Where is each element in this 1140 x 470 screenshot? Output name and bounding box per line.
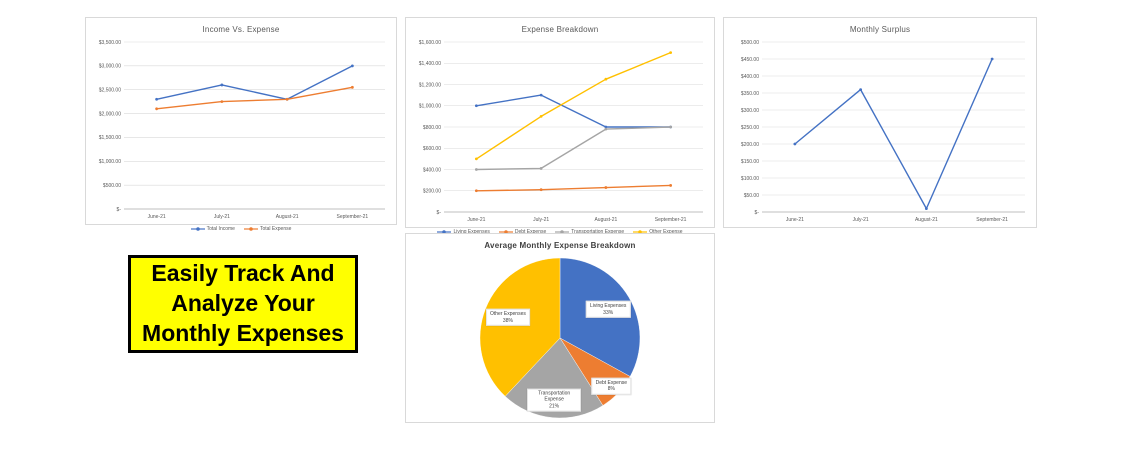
svg-text:June-21: June-21 [786,217,804,223]
headline-banner: Easily Track And Analyze Your Monthly Ex… [128,255,358,353]
legend-item: Debt Expense [498,228,547,235]
svg-text:$-: $- [437,210,442,216]
pie-plot-area: Living Expenses 33% Debt Expense 8% Transpor… [408,254,712,420]
legend-item: Living Expenses [437,228,490,235]
expense-breakdown-chart: Expense Breakdown $- $200.00 $400.00 $600.0… [405,17,715,235]
headline-text-line: Analyze Your [171,290,315,317]
svg-text:June-21: June-21 [467,217,485,223]
headline-text-line: Monthly Expenses [142,319,344,346]
svg-text:$1,600.00: $1,600.00 [419,40,441,46]
chart-legend: Total Income Total Expense [88,222,394,235]
legend-item: Transportation Expense [555,229,624,235]
svg-text:$350.00: $350.00 [741,91,759,97]
svg-text:$-: $- [755,210,760,216]
svg-text:$3,500.00: $3,500.00 [99,40,121,46]
average-expense-pie-chart: Average Monthly Expense Breakdown Living… [405,233,715,423]
chart-title: Average Monthly Expense Breakdown [484,241,636,250]
pie-slice-label: Transportation Expense 21% [527,388,582,412]
svg-text:September-21: September-21 [655,217,687,223]
svg-text:$100.00: $100.00 [741,176,759,182]
svg-text:$2,500.00: $2,500.00 [99,88,121,94]
chart-title: Expense Breakdown [521,25,599,34]
legend-label: Transportation Expense [571,228,625,235]
legend-marker-icon [555,229,570,234]
headline-text-line: Easily Track And [151,260,335,287]
legend-item: Total Expense [243,225,292,232]
svg-text:$450.00: $450.00 [741,57,759,63]
svg-text:$1,000.00: $1,000.00 [419,104,441,110]
svg-text:$1,400.00: $1,400.00 [419,61,441,67]
svg-text:$300.00: $300.00 [741,108,759,114]
svg-text:September-21: September-21 [976,217,1008,223]
chart-plot-area: $- $200.00 $400.00 $600.00 $800.00 $1,000.00 $… [408,38,712,225]
legend-item: Other Expense [633,228,683,235]
legend-marker-icon [498,229,513,234]
income-vs-expense-chart: Income Vs. Expense $- $500.00 $1,000.00 $1,… [85,17,397,232]
pie-slice-label: Other Expenses 38% [485,309,530,326]
legend-marker-icon [633,229,648,234]
chart-plot-area: $- $50.00 $100.00 $150.00 $200.00 $250.00 $300… [726,38,1034,225]
svg-text:$1,500.00: $1,500.00 [99,135,121,141]
svg-text:$250.00: $250.00 [741,125,759,131]
svg-text:$3,000.00: $3,000.00 [99,64,121,70]
chart-legend: Living Expenses Debt Expense Transportatio… [408,225,712,238]
svg-text:$200.00: $200.00 [741,142,759,148]
svg-text:$800.00: $800.00 [423,125,441,131]
legend-label: Debt Expense [514,228,547,235]
legend-label: Other Expense [649,228,683,235]
svg-text:July-21: July-21 [853,217,869,223]
legend-label: Total Income [206,225,235,232]
svg-text:$1,000.00: $1,000.00 [99,159,121,165]
chart-title: Income Vs. Expense [202,25,280,34]
svg-text:August-21: August-21 [915,217,938,223]
svg-text:$500.00: $500.00 [103,183,121,189]
legend-label: Total Expense [259,225,292,232]
svg-text:August-21: August-21 [594,217,617,223]
svg-text:$2,000.00: $2,000.00 [99,111,121,117]
svg-text:$200.00: $200.00 [423,189,441,195]
chart-plot-area: $- $500.00 $1,000.00 $1,500.00 $2,000.00 $2,5… [88,38,394,222]
monthly-surplus-chart: Monthly Surplus $- $50.00 $100.00 $150.00 $2… [723,17,1037,228]
svg-text:$150.00: $150.00 [741,159,759,165]
svg-text:$400.00: $400.00 [741,74,759,80]
svg-text:$400.00: $400.00 [423,167,441,173]
svg-text:June-21: June-21 [148,214,166,220]
svg-text:July-21: July-21 [533,217,549,223]
legend-marker-icon [243,226,258,231]
legend-marker-icon [437,229,452,234]
svg-text:$500.00: $500.00 [741,40,759,46]
svg-text:$600.00: $600.00 [423,146,441,152]
pie-slice-label: Living Expenses 33% [585,301,631,318]
svg-text:July-21: July-21 [214,214,230,220]
chart-title: Monthly Surplus [849,25,911,34]
svg-text:September-21: September-21 [337,214,369,220]
svg-text:$-: $- [117,207,122,213]
pie-slice-label: Debt Expense 8% [591,377,632,395]
legend-item: Total Income [190,225,235,232]
legend-label: Living Expenses [453,228,490,235]
svg-text:$1,200.00: $1,200.00 [419,82,441,88]
svg-text:$50.00: $50.00 [744,193,760,199]
svg-text:August-21: August-21 [276,214,299,220]
legend-marker-icon [190,226,205,231]
